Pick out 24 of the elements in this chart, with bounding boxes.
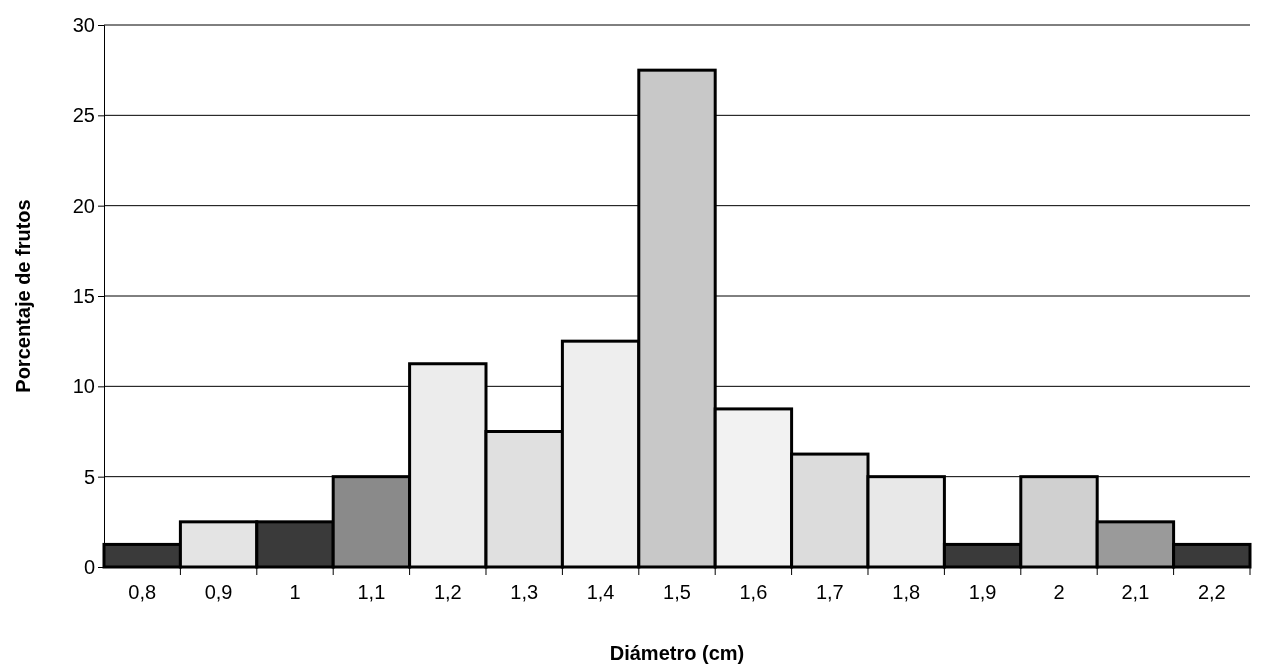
- x-tick-label: 1,2: [433, 581, 462, 604]
- y-tick-label: 10: [72, 375, 95, 398]
- x-tick-label: 0,8: [128, 581, 157, 604]
- x-tick-label: 1,7: [815, 581, 844, 604]
- y-tick-label: 0: [83, 555, 95, 578]
- x-tick-label: 1,3: [510, 581, 539, 604]
- x-tick-label: 1,5: [663, 581, 691, 604]
- x-tick-label: 1,8: [892, 581, 921, 604]
- y-tick-label: 25: [72, 104, 95, 127]
- y-axis-title: Porcentaje de frutos: [12, 199, 34, 393]
- x-tick-label: 1,6: [739, 581, 768, 604]
- y-tick-label: 20: [72, 194, 95, 217]
- x-tick-label: 2: [1053, 581, 1065, 604]
- x-tick-label: 2,1: [1121, 581, 1150, 604]
- y-tick-label: 30: [72, 13, 95, 36]
- x-tick-label: 1,9: [968, 581, 997, 604]
- y-tick-label: 15: [72, 284, 95, 307]
- x-tick-label: 0,9: [204, 581, 233, 604]
- y-tick-label: 5: [83, 465, 95, 488]
- x-tick-label: 1: [289, 581, 301, 604]
- x-tick-label: 1,4: [586, 581, 615, 604]
- x-tick-label: 1,1: [357, 581, 386, 604]
- x-axis-title: Diámetro (cm): [609, 642, 745, 664]
- x-tick-label: 2,2: [1197, 581, 1226, 604]
